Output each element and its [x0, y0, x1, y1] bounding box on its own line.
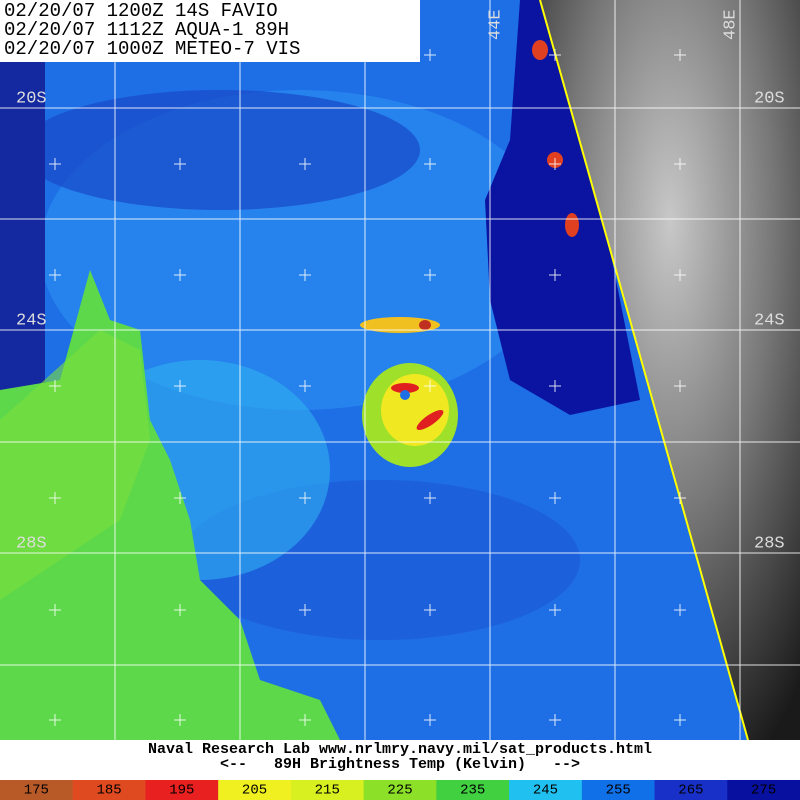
header-line: 02/20/07 1000Z METEO-7 VIS — [4, 38, 300, 60]
lat-label: 24S — [754, 311, 785, 330]
colorbar-segment — [218, 780, 292, 800]
header-line: 02/20/07 1112Z AQUA-1 89H — [4, 19, 289, 41]
colorbar-label: 265 — [678, 783, 703, 799]
imagery — [0, 0, 800, 741]
lat-label: 28S — [754, 534, 785, 553]
colorbar-label: 205 — [242, 783, 267, 799]
lon-label: 48E — [721, 9, 740, 40]
colorbar-label: 245 — [533, 783, 558, 799]
colorbar-segment — [72, 780, 146, 800]
colorbar-label: 175 — [24, 783, 49, 799]
colorbar-label: 255 — [606, 783, 631, 799]
graticule — [0, 0, 800, 740]
colorbar-segment — [581, 780, 656, 800]
colorbar-label: 275 — [751, 783, 776, 799]
colorbar-label: 195 — [169, 783, 194, 799]
colorbar-segment — [363, 780, 437, 800]
footer-legend-title: <-- 89H Brightness Temp (Kelvin) --> — [220, 756, 580, 773]
colorbar-segment — [0, 780, 74, 800]
colorbar-segment — [145, 780, 219, 800]
header-box — [0, 0, 420, 62]
lat-label: 20S — [754, 89, 785, 108]
header-line: 02/20/07 1200Z 14S FAVIO — [4, 0, 278, 22]
colorbar-segment — [436, 780, 510, 800]
footer-box — [0, 740, 800, 780]
colorbar-label: 235 — [460, 783, 485, 799]
lat-label: 24S — [16, 311, 47, 330]
colorbar-segment — [290, 780, 365, 800]
colorbar-segment — [509, 780, 583, 800]
colorbar-label: 185 — [96, 783, 121, 799]
lon-label: 44E — [486, 9, 505, 40]
colorbar-label: 215 — [315, 783, 340, 799]
colorbar: 175 185 195 205 215 225 235 245 255 265 275 — [0, 780, 800, 800]
lat-label: 20S — [16, 89, 47, 108]
colorbar-label: 225 — [387, 783, 412, 799]
colorbar-segment — [727, 780, 800, 800]
colorbar-segment — [654, 780, 728, 800]
lat-label: 28S — [16, 534, 47, 553]
footer-credit: Naval Research Lab www.nrlmry.navy.mil/s… — [148, 741, 652, 758]
